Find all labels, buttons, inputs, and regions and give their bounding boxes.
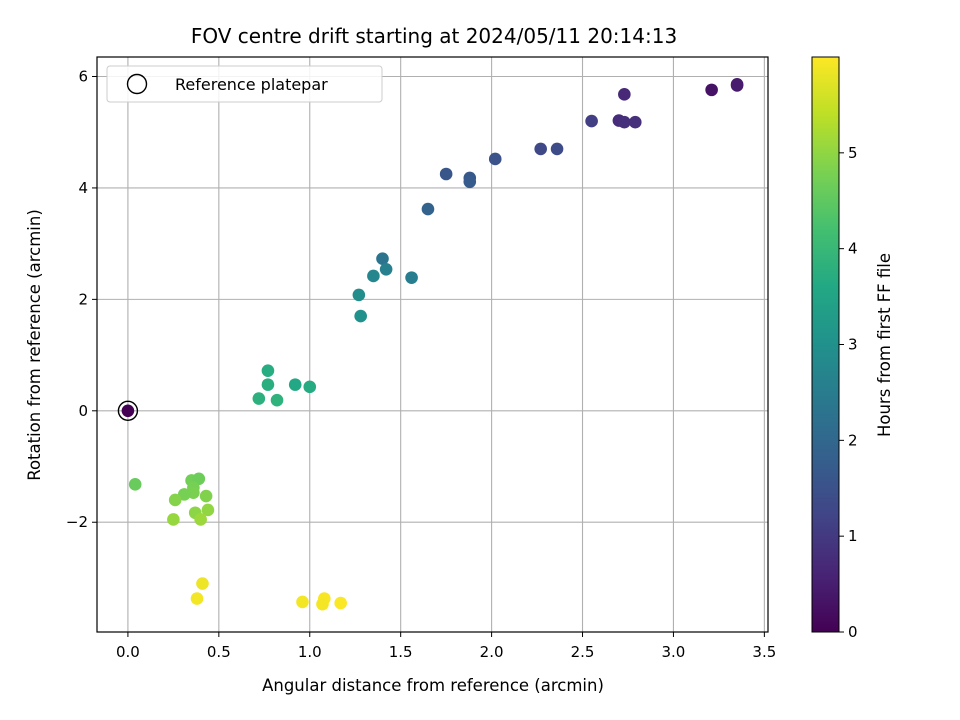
- colorbar-tick-label: 2: [848, 431, 858, 449]
- x-tick-label: 0.5: [207, 643, 231, 661]
- scatter-point: [352, 288, 366, 302]
- grid-lines: [97, 57, 768, 632]
- scatter-point: [550, 142, 564, 156]
- reference-platepar-marker: [117, 400, 139, 422]
- scatter-point: [618, 115, 631, 129]
- colorbar-tick-label: 5: [848, 144, 858, 162]
- scatter-point: [167, 513, 180, 526]
- y-tick-label: 2: [78, 290, 88, 308]
- colorbar-tick-label: 3: [848, 336, 858, 354]
- scatter-point: [463, 175, 477, 189]
- scatter-point: [177, 488, 191, 501]
- colorbar-tick-label: 0: [848, 623, 858, 641]
- scatter-point: [367, 269, 380, 283]
- colorbar-label: Hours from first FF file: [875, 253, 894, 437]
- scatter-point: [288, 378, 302, 391]
- scatter-point: [261, 378, 275, 391]
- scatter-point: [190, 592, 204, 605]
- scatter-point: [628, 115, 642, 129]
- scatter-point: [705, 83, 718, 97]
- scatter-point: [421, 202, 435, 216]
- y-tick-label: −2: [66, 513, 88, 531]
- colorbar-ticks: 0 1 2 3 4 5: [839, 144, 858, 641]
- y-tick-label: 4: [78, 179, 88, 197]
- y-tick-label: 0: [78, 402, 88, 420]
- colorbar: 0 1 2 3 4 5 Hours from first FF file: [811, 56, 894, 641]
- scatter-point: [376, 252, 389, 265]
- x-tick-label: 3.0: [662, 643, 686, 661]
- x-tick-label: 1.5: [389, 643, 413, 661]
- scatter-point: [534, 142, 547, 156]
- scatter-point: [296, 595, 309, 609]
- scatter-point: [261, 364, 275, 377]
- scatter-point: [121, 404, 135, 418]
- x-tick-label: 2.5: [571, 643, 595, 661]
- scatter-point: [488, 152, 502, 166]
- legend-box: [106, 65, 383, 103]
- y-axis-label: Rotation from reference (arcmin): [25, 209, 44, 481]
- x-tick-label: 2.0: [480, 643, 504, 661]
- scatter-point: [439, 167, 453, 181]
- scatter-point: [128, 478, 142, 491]
- scatter-point: [194, 513, 207, 526]
- scatter-point: [168, 493, 182, 507]
- x-axis-ticks: 0.0 0.5 1.0 1.5 2.0 2.5 3.0 3.5: [116, 632, 776, 661]
- scatter-point: [252, 392, 266, 405]
- x-tick-label: 3.5: [752, 643, 776, 661]
- colorbar-tick-label: 1: [848, 527, 858, 545]
- colorbar-gradient: [811, 56, 840, 633]
- plot-frame: [96, 56, 769, 633]
- scatter-point: [196, 577, 209, 590]
- y-tick-label: 6: [78, 68, 88, 86]
- scatter-point: [316, 597, 329, 611]
- x-axis-label: Angular distance from reference (arcmin): [262, 676, 604, 695]
- scatter-point: [618, 88, 631, 101]
- scatter-point: [354, 309, 367, 323]
- legend-entry-reference-platepar: Reference platepar: [175, 75, 328, 94]
- scatter-point: [405, 271, 418, 284]
- scatter-point: [199, 489, 213, 503]
- scatter-point: [585, 114, 598, 128]
- scatter-point: [334, 596, 347, 610]
- scatter-point: [730, 78, 744, 91]
- colorbar-tick-label: 4: [848, 240, 858, 258]
- scatter-point: [201, 503, 215, 517]
- scatter-point: [303, 380, 317, 394]
- legend-reference-marker: [126, 73, 148, 95]
- scatter-point: [379, 262, 393, 276]
- y-axis-ticks: −2 0 2 4 6: [66, 68, 97, 531]
- legend: Reference platepar: [106, 65, 383, 103]
- chart-title: FOV centre drift starting at 2024/05/11 …: [191, 24, 677, 48]
- scatter-points: [117, 78, 744, 611]
- x-tick-label: 1.0: [298, 643, 322, 661]
- x-tick-label: 0.0: [116, 643, 140, 661]
- scatter-point: [270, 393, 284, 407]
